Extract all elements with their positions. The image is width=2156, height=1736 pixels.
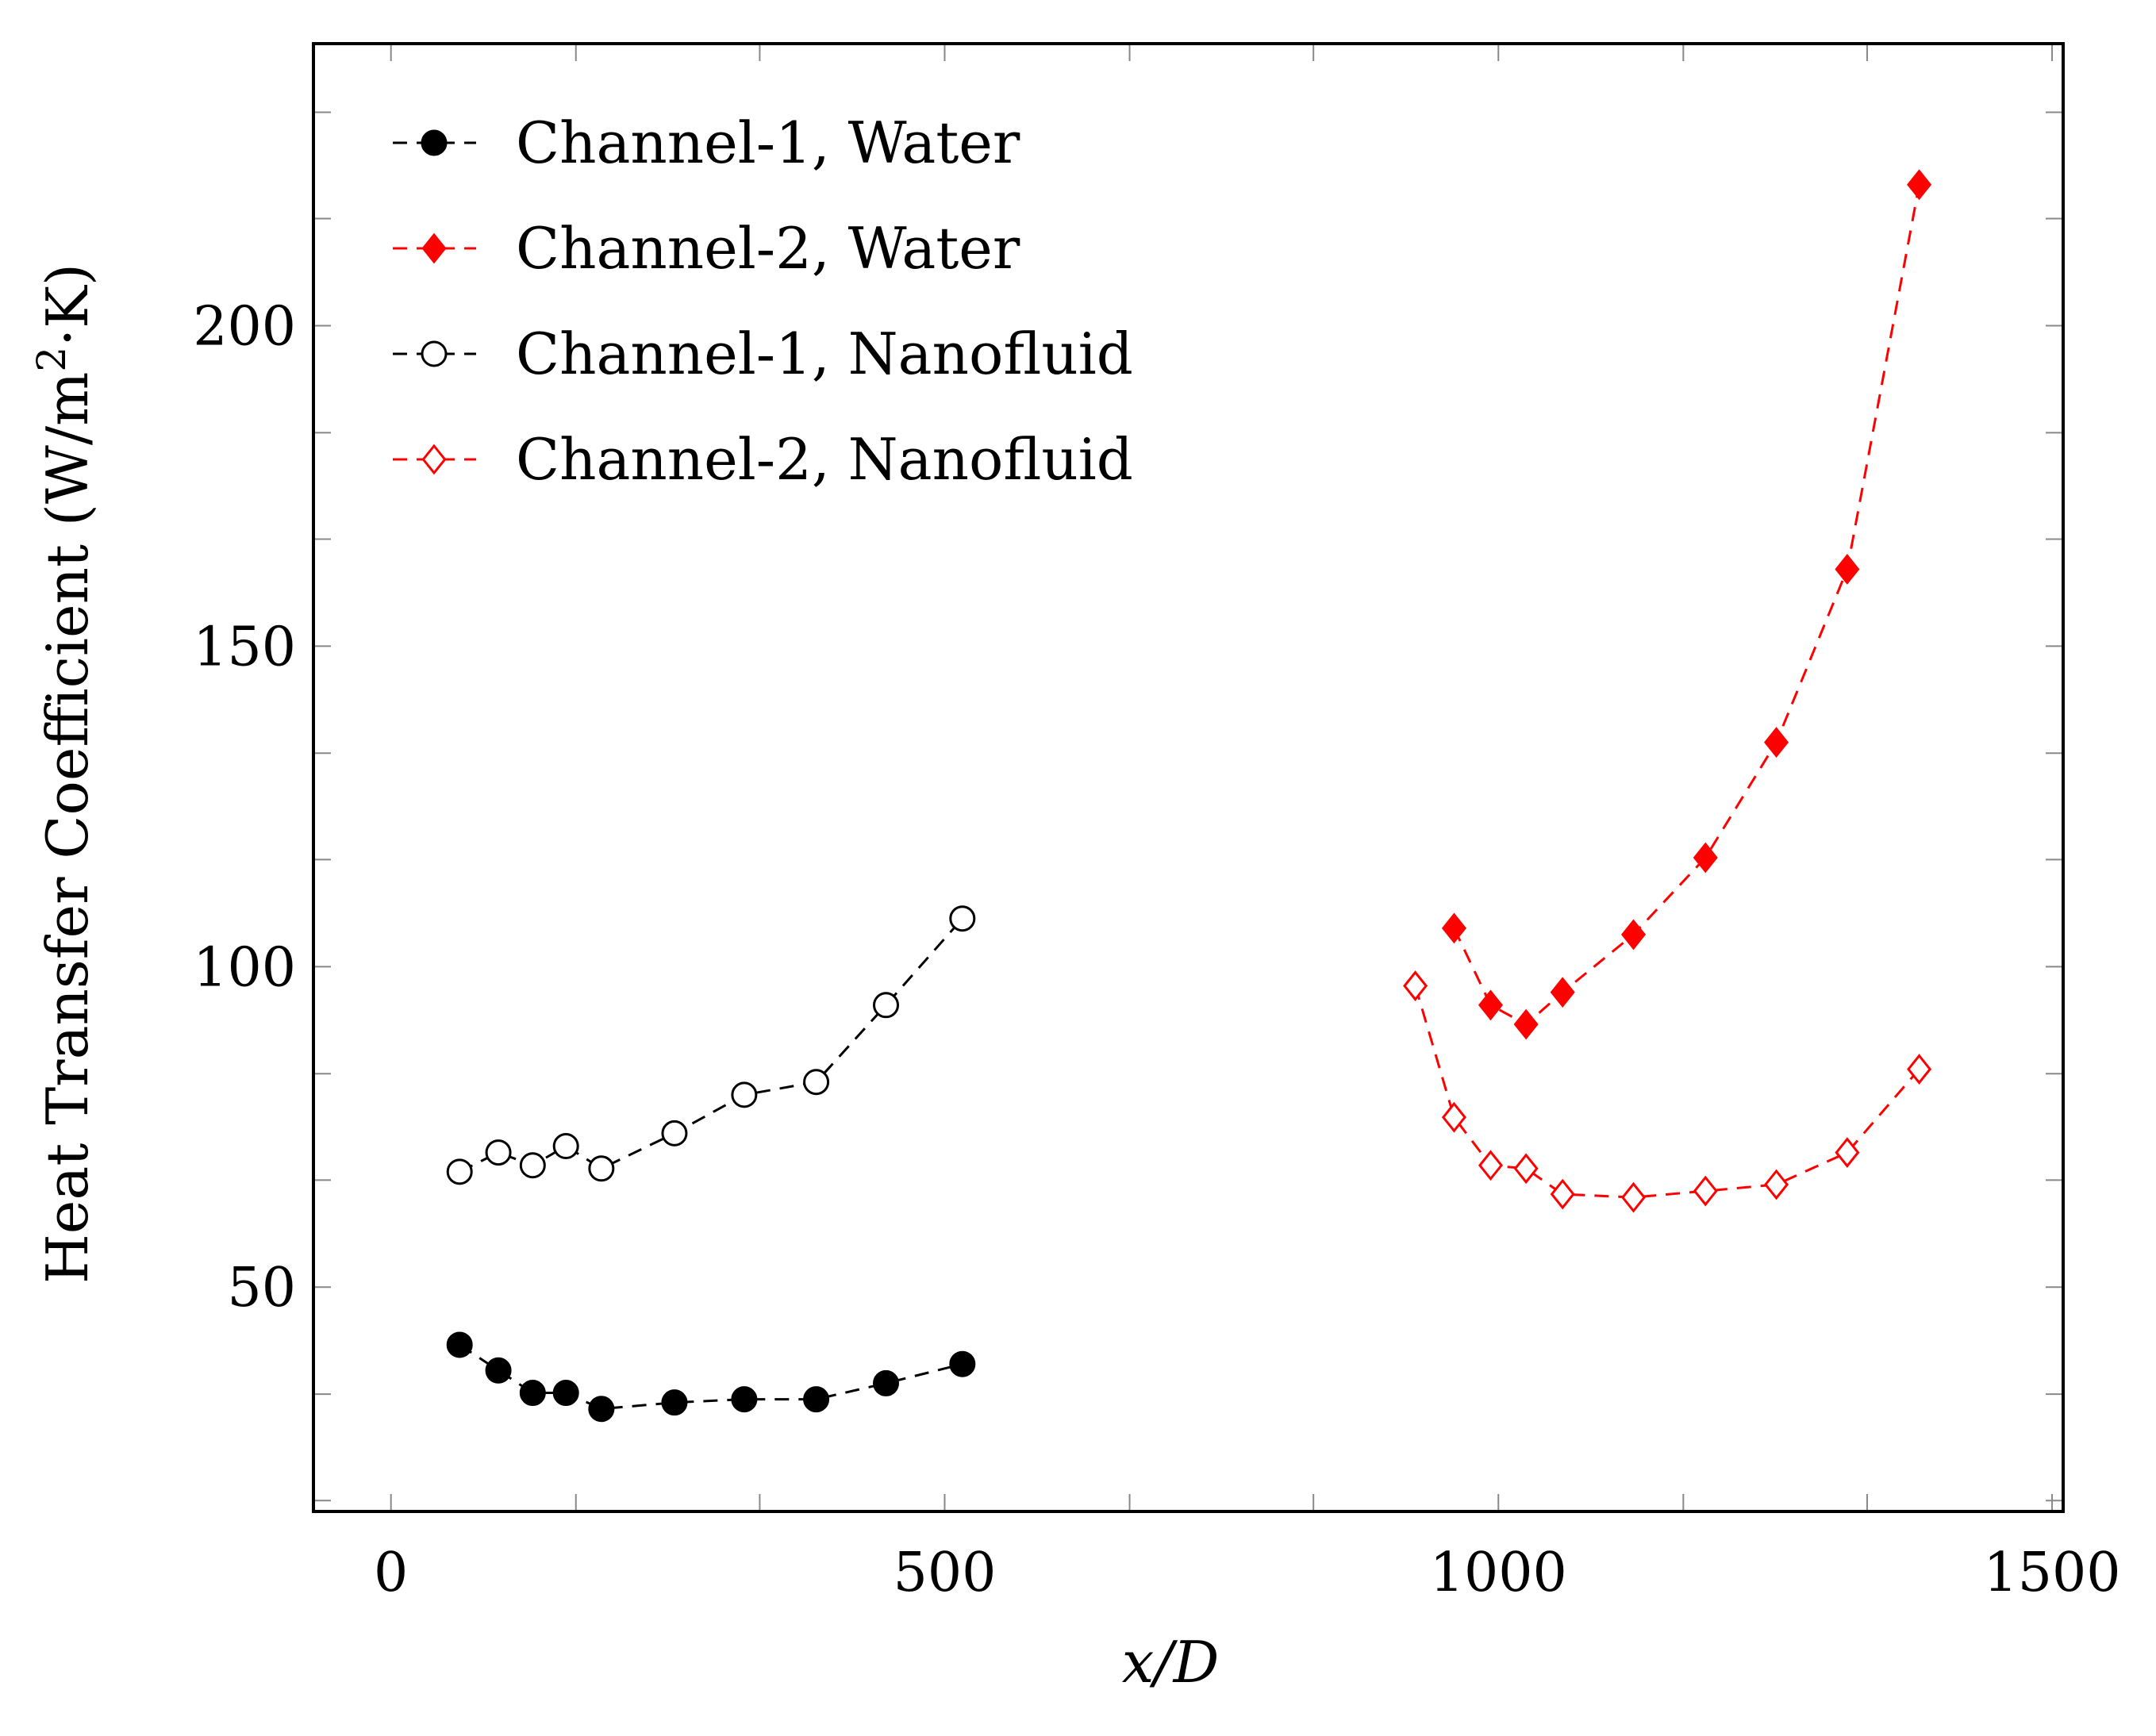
marker-ring bbox=[949, 905, 976, 932]
legend-label: Channel-1, Water bbox=[516, 109, 1020, 176]
legend-marker bbox=[421, 129, 448, 156]
y-tick-label: 100 bbox=[193, 936, 296, 999]
data-point bbox=[1550, 977, 1575, 1008]
data-point bbox=[1513, 1008, 1539, 1040]
data-point bbox=[446, 1331, 473, 1358]
data-point bbox=[1513, 1153, 1539, 1185]
marker-ring bbox=[446, 1158, 473, 1185]
plot-frame bbox=[312, 42, 2065, 1513]
y-axis-label: Heat Transfer Coefficient (W/m2·K) bbox=[29, 263, 101, 1284]
data-point bbox=[1478, 1150, 1504, 1181]
data-point bbox=[519, 1152, 546, 1179]
data-point bbox=[1620, 919, 1647, 951]
data-point bbox=[552, 1133, 579, 1160]
data-point bbox=[1907, 1054, 1932, 1085]
marker-ring bbox=[519, 1152, 546, 1179]
x-axis-label: x/D bbox=[1122, 1629, 1220, 1696]
y-tick-label: 200 bbox=[193, 295, 296, 358]
data-point bbox=[1403, 970, 1428, 1001]
marker-ring bbox=[588, 1155, 615, 1182]
data-point bbox=[552, 1380, 579, 1407]
data-point bbox=[519, 1380, 546, 1407]
data-point bbox=[1835, 1137, 1860, 1168]
data-point bbox=[1835, 554, 1860, 585]
series-1 bbox=[446, 1331, 976, 1423]
series-4 bbox=[1403, 970, 1932, 1213]
data-point bbox=[661, 1389, 688, 1416]
series-line bbox=[459, 917, 963, 1173]
data-point bbox=[949, 905, 976, 932]
y-axis-label-tail: ·K) bbox=[34, 263, 101, 347]
data-point bbox=[803, 1069, 830, 1096]
data-point bbox=[1441, 912, 1466, 944]
data-point bbox=[1478, 989, 1504, 1021]
tick-labels: 0 500 1000 1500 50 100 150 200 bbox=[193, 295, 2120, 1604]
data-point bbox=[949, 1350, 976, 1377]
data-point bbox=[1764, 1169, 1789, 1200]
legend-marker bbox=[421, 340, 448, 367]
marker-ring bbox=[661, 1120, 688, 1146]
legend: Channel-1, Water Channel-2, Water Channel-… bbox=[393, 109, 1133, 493]
series-layer bbox=[446, 169, 1932, 1423]
x-tick-label: 1500 bbox=[1984, 1542, 2121, 1604]
marker-ring bbox=[731, 1081, 758, 1108]
data-point bbox=[873, 992, 900, 1019]
data-point bbox=[1620, 1181, 1647, 1213]
data-point bbox=[731, 1081, 758, 1108]
legend-label: Channel-1, Nanofluid bbox=[516, 321, 1133, 387]
legend-item: Channel-2, Nanofluid bbox=[393, 426, 1133, 493]
data-point bbox=[661, 1120, 688, 1146]
x-tick-label: 500 bbox=[894, 1542, 997, 1604]
data-point bbox=[731, 1386, 758, 1413]
marker-ring bbox=[552, 1133, 579, 1160]
series-line bbox=[1414, 985, 1920, 1199]
data-point bbox=[485, 1357, 512, 1384]
data-point bbox=[1693, 1175, 1718, 1207]
legend-marker bbox=[421, 232, 447, 264]
series-line bbox=[459, 1343, 963, 1411]
series-line bbox=[1453, 184, 1921, 1026]
x-tick-label: 1000 bbox=[1430, 1542, 1567, 1604]
y-tick-label: 50 bbox=[227, 1257, 296, 1319]
legend-item: Channel-1, Water bbox=[393, 109, 1020, 176]
legend-item: Channel-2, Water bbox=[393, 215, 1020, 282]
data-point bbox=[1693, 842, 1718, 874]
legend-marker bbox=[421, 444, 447, 475]
data-point bbox=[1764, 727, 1789, 758]
legend-label: Channel-2, Water bbox=[516, 215, 1020, 282]
data-point bbox=[588, 1155, 615, 1182]
y-axis-label-superscript: 2 bbox=[29, 347, 75, 372]
marker-ring bbox=[485, 1139, 512, 1166]
marker-ring bbox=[803, 1069, 830, 1096]
data-point bbox=[485, 1139, 512, 1166]
data-point bbox=[873, 1369, 900, 1396]
data-point bbox=[803, 1386, 830, 1413]
marker-ring bbox=[873, 992, 900, 1019]
legend-label: Channel-2, Nanofluid bbox=[516, 426, 1133, 493]
marker-ring bbox=[421, 340, 448, 367]
ticks-layer bbox=[313, 44, 2063, 1511]
data-point bbox=[1441, 1101, 1466, 1133]
y-tick-label: 150 bbox=[193, 616, 296, 678]
data-point bbox=[588, 1396, 615, 1423]
data-point bbox=[1550, 1178, 1575, 1210]
y-axis-label-main: Heat Transfer Coefficient (W/m bbox=[34, 372, 101, 1284]
series-2 bbox=[1441, 169, 1932, 1040]
data-point bbox=[446, 1158, 473, 1185]
legend-item: Channel-1, Nanofluid bbox=[393, 321, 1133, 387]
x-tick-label: 0 bbox=[374, 1542, 408, 1604]
data-point bbox=[1907, 169, 1932, 201]
series-3 bbox=[446, 905, 976, 1185]
